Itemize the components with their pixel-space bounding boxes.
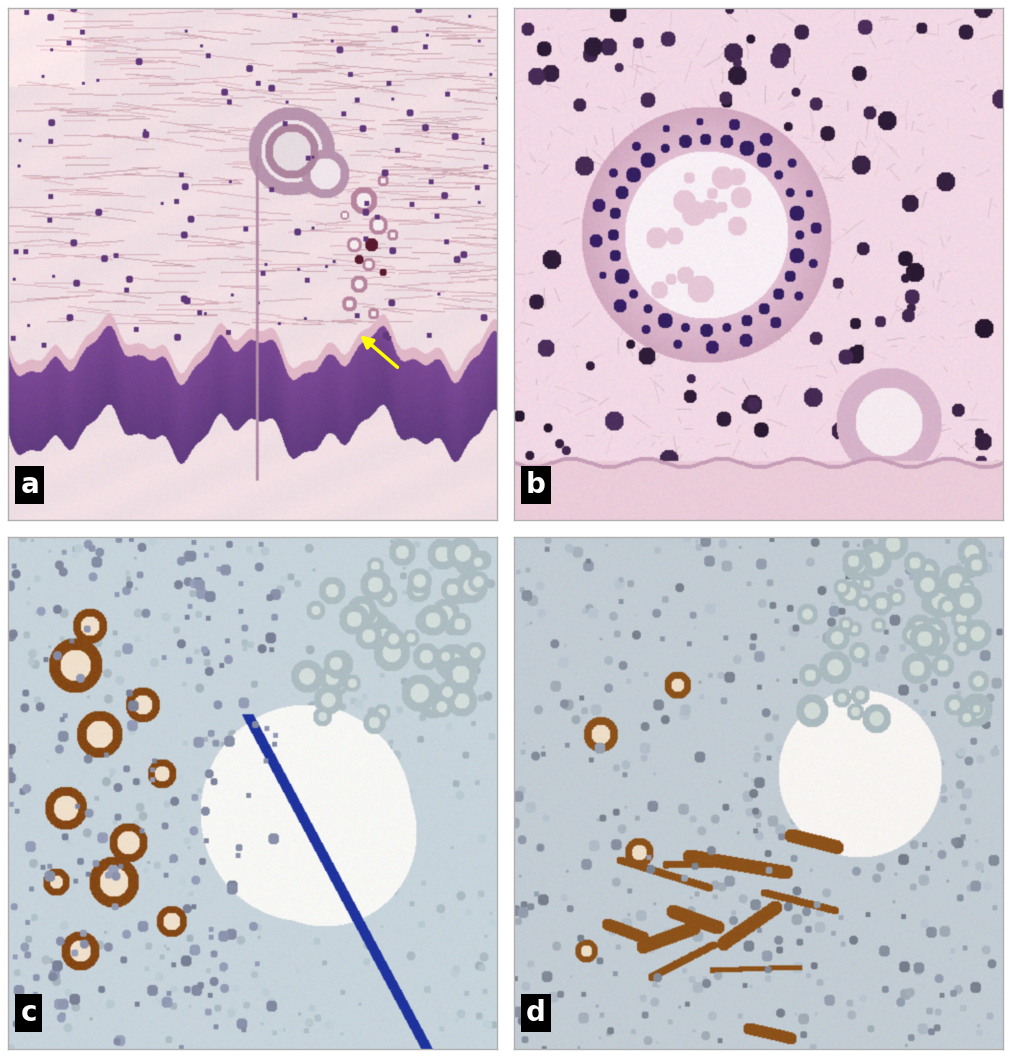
Text: a: a	[20, 470, 39, 499]
Text: c: c	[20, 999, 36, 1027]
Text: d: d	[526, 999, 546, 1027]
Text: b: b	[526, 470, 546, 499]
